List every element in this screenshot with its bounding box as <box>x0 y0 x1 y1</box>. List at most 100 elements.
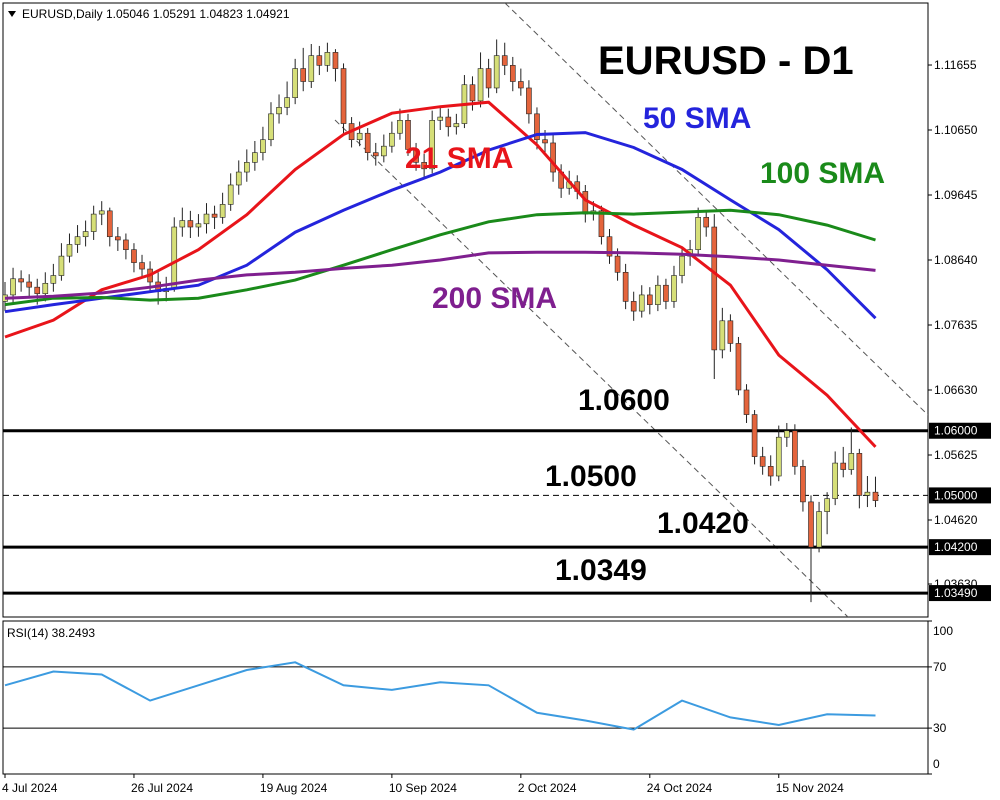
candle-body <box>284 97 290 108</box>
trend-line <box>334 119 849 617</box>
level-label: 1.0420 <box>657 507 749 540</box>
candle-body <box>453 123 460 128</box>
y-tick-label: 1.05625 <box>934 448 978 462</box>
candle-body <box>784 430 790 438</box>
candle-body <box>421 162 427 170</box>
candle-body <box>50 275 57 284</box>
candle-body <box>630 301 637 312</box>
candle-body <box>695 217 701 250</box>
trend-line <box>504 3 928 416</box>
candle-body <box>332 52 339 69</box>
candle-body <box>735 343 742 391</box>
level-axis-box <box>929 539 991 556</box>
x-tick-label: 10 Sep 2024 <box>389 781 457 795</box>
candle-body <box>300 68 307 82</box>
level-axis-box <box>929 487 991 504</box>
menu-arrow <box>8 11 16 17</box>
candle-body <box>340 68 347 124</box>
level-label: 1.0500 <box>545 460 637 493</box>
x-tick-label: 24 Oct 2024 <box>647 781 713 795</box>
candle-body <box>356 132 363 141</box>
x-tick-label: 26 Jul 2024 <box>131 781 193 795</box>
candle-body <box>824 498 830 512</box>
candle-body <box>42 282 49 294</box>
candle-body <box>90 213 97 232</box>
candle-body <box>26 281 32 288</box>
candle-body <box>518 81 524 89</box>
candle-body <box>413 149 419 163</box>
plot <box>3 39 928 603</box>
candle-body <box>638 294 645 312</box>
rsi-line <box>4 661 876 731</box>
candle-body <box>663 284 669 302</box>
level-axis-label: 1.06000 <box>934 424 978 438</box>
y-tick-label: 1.04620 <box>934 513 978 527</box>
candle-body <box>58 255 65 276</box>
candle-body <box>493 55 500 89</box>
candle-body <box>534 113 540 141</box>
candle-body <box>106 210 113 238</box>
candle-body <box>792 430 798 467</box>
candle-body <box>606 236 613 257</box>
candle-body <box>252 152 258 163</box>
candle-body <box>719 320 726 351</box>
candle-body <box>235 171 242 186</box>
candle-body <box>622 271 629 302</box>
candle-body <box>179 220 186 228</box>
candle-body <box>542 139 548 144</box>
x-tick-label: 4 Jul 2024 <box>2 781 58 795</box>
y-tick-label: 1.06630 <box>934 383 978 397</box>
y-tick-label: 1.10650 <box>934 123 978 137</box>
candle-body <box>848 453 855 470</box>
sma-line <box>4 250 876 300</box>
candle-body <box>211 213 218 218</box>
x-tick-label: 15 Nov 2024 <box>776 781 844 795</box>
candle-body <box>10 278 16 296</box>
candle-body <box>437 116 444 121</box>
candle-body <box>727 320 734 344</box>
y-tick-label: 1.08640 <box>934 253 978 267</box>
rsi-tick-label: 70 <box>933 660 947 674</box>
candle-body <box>268 113 274 141</box>
sma-line <box>4 131 877 320</box>
candle-body <box>203 213 210 225</box>
candle-body <box>759 456 766 467</box>
candle-body <box>131 249 137 263</box>
candle-body <box>646 294 653 305</box>
level-label: 1.0600 <box>578 384 670 417</box>
candle-body <box>751 414 758 457</box>
candle-body <box>808 501 814 548</box>
candle-body <box>816 511 822 548</box>
candle-body <box>501 55 508 66</box>
candle-body <box>840 462 847 470</box>
candle-body <box>316 55 323 66</box>
candle-body <box>477 68 484 102</box>
candle-body <box>260 139 266 153</box>
candle-body <box>743 389 750 415</box>
candle-body <box>276 107 282 115</box>
candle-body <box>485 68 492 89</box>
candle-body <box>598 210 605 238</box>
sma-label: 100 SMA <box>760 157 885 190</box>
chart-title: EURUSD - D1 <box>598 39 854 83</box>
candle-body <box>364 132 371 153</box>
sma-label: 50 SMA <box>643 102 751 135</box>
x-tick-label: 19 Aug 2024 <box>260 781 328 795</box>
candle-body <box>469 84 476 102</box>
level-label: 1.0349 <box>555 554 647 587</box>
candle-body <box>34 286 41 294</box>
level-axis-box <box>929 585 991 602</box>
candle-body <box>324 52 331 66</box>
x-tick-label: 2 Oct 2024 <box>518 781 577 795</box>
candle-body <box>98 210 105 215</box>
sma-line <box>4 208 876 307</box>
candle-body <box>187 220 194 228</box>
candle-body <box>832 462 838 499</box>
header: EURUSD,Daily 1.05046 1.05291 1.04823 1.0… <box>22 7 290 21</box>
candle-body <box>856 453 863 496</box>
candle-body <box>66 244 73 257</box>
candle-body <box>445 116 452 128</box>
channel <box>334 3 928 617</box>
candle-body <box>775 436 782 477</box>
level-axis-box <box>929 422 991 439</box>
